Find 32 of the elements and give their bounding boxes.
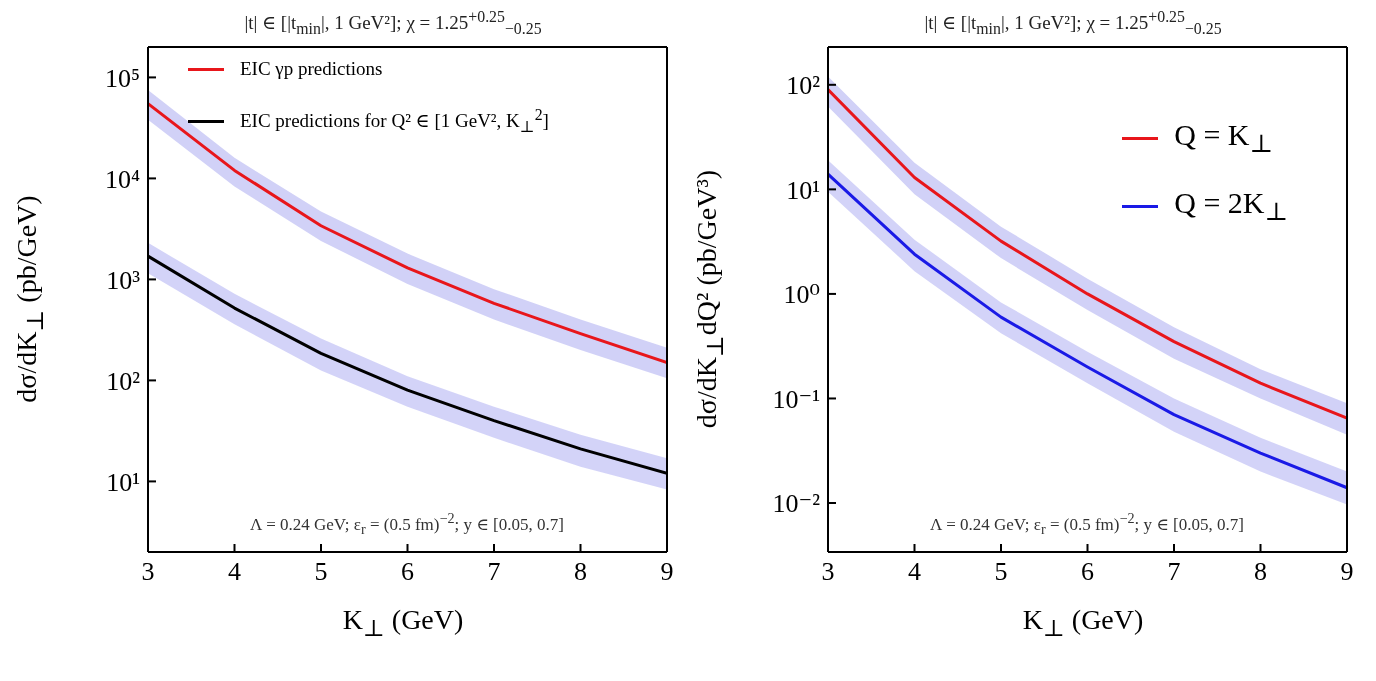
x-tick-label: 4 <box>908 557 921 587</box>
y-tick-label: 10⁴ <box>104 164 140 194</box>
x-tick-label: 3 <box>821 557 835 587</box>
x-axis-title: K$_{⊥}$ (GeV) <box>1022 604 1144 641</box>
y-tick-label: 10⁻² <box>772 489 821 519</box>
y-tick-label: 10¹ <box>106 467 140 497</box>
y-tick-label: 10⁰ <box>783 280 820 310</box>
x-tick-label: 4 <box>228 557 241 587</box>
x-tick-label: 3 <box>141 557 155 587</box>
x-tick-label: 8 <box>574 557 587 587</box>
annotation: Λ = 0.24 GeV; ε$_{r}$ = (0.5 fm)$^{−2}$; y ∈ [0.05, 0.7] <box>930 509 1244 537</box>
annotation: Λ = 0.24 GeV; ε$_{r}$ = (0.5 fm)$^{−2}$; y ∈ [0.05, 0.7] <box>250 509 564 537</box>
x-tick-label: 5 <box>314 557 328 587</box>
y-tick-label: 10³ <box>106 265 141 295</box>
x-tick-label: 7 <box>487 557 501 587</box>
y-tick-label: 10² <box>786 71 821 101</box>
y-tick-label: 10² <box>106 366 141 396</box>
x-tick-label: 7 <box>1167 557 1181 587</box>
y-tick-label: 10⁻¹ <box>772 384 820 414</box>
legend-label: EIC γp predictions <box>240 58 383 80</box>
x-tick-label: 6 <box>1081 557 1094 587</box>
x-tick-label: 9 <box>1340 557 1354 587</box>
x-tick-label: 5 <box>994 557 1008 587</box>
y-tick-label: 10⁵ <box>104 63 140 93</box>
x-tick-label: 8 <box>1254 557 1267 587</box>
x-tick-label: 6 <box>401 557 414 587</box>
legend-label: Q = K$_{⊥}$ <box>1174 118 1273 158</box>
x-axis-title: K$_{⊥}$ (GeV) <box>342 604 464 641</box>
legend-label: EIC predictions for Q² ∈ [1 GeV², K$_{⊥}$$^{2}$] <box>240 106 549 137</box>
x-tick-label: 9 <box>660 557 674 587</box>
legend-label: Q = 2K$_{⊥}$ <box>1174 186 1288 226</box>
y-tick-label: 10¹ <box>786 175 820 205</box>
